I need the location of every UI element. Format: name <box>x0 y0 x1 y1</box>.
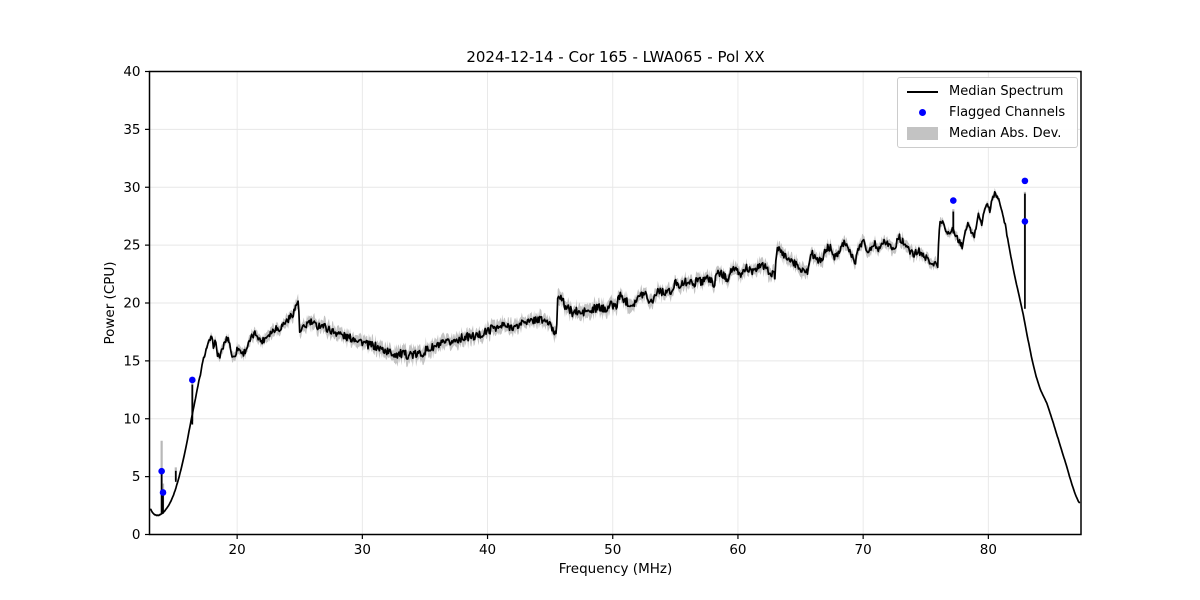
y-tick-label: 30 <box>123 180 140 196</box>
mad-band <box>150 187 1080 517</box>
mad-band-swatch <box>907 127 938 140</box>
grid <box>149 71 1081 535</box>
x-tick-label: 30 <box>354 542 371 558</box>
chart-title: 2024-12-14 - Cor 165 - LWA065 - Pol XX <box>466 48 765 66</box>
flagged-channel-dot <box>1021 218 1029 225</box>
flagged-channel-dot <box>949 197 957 204</box>
mad-band-fill <box>150 187 1080 517</box>
legend: Median Spectrum Flagged Channels Median … <box>897 77 1078 148</box>
x-tick-label: 70 <box>855 542 872 558</box>
y-tick-label: 5 <box>132 469 141 485</box>
flagged-dot-swatch <box>919 109 926 116</box>
legend-item-median-spectrum: Median Spectrum <box>907 81 1069 102</box>
flagged-channel-dot <box>189 376 196 384</box>
y-tick-label: 20 <box>123 296 140 312</box>
y-axis-label: Power (CPU) <box>102 261 118 345</box>
y-tick-label: 15 <box>123 353 140 369</box>
legend-label-median-spectrum: Median Spectrum <box>949 84 1064 99</box>
median-spectrum-line <box>149 190 1081 517</box>
y-tick-label: 10 <box>123 411 140 427</box>
flagged-channel-dot <box>159 489 167 496</box>
legend-handle <box>907 90 938 93</box>
legend-handle <box>907 127 938 140</box>
x-axis-label: Frequency (MHz) <box>558 561 673 577</box>
flagged-channel-dot <box>1021 177 1029 185</box>
median-line-swatch <box>907 90 938 93</box>
legend-item-flagged-channels: Flagged Channels <box>907 102 1069 123</box>
flagged-channels <box>158 177 1029 496</box>
x-tick-label: 60 <box>729 542 746 558</box>
x-tick-label: 80 <box>980 542 997 558</box>
y-tick-label: 0 <box>132 527 141 543</box>
flagged-channel-dot <box>158 467 165 475</box>
y-ticks: 0 5 10 15 20 25 30 35 40 <box>123 64 150 543</box>
x-ticks: 20 30 40 50 60 70 80 <box>229 534 997 558</box>
legend-item-mad: Median Abs. Dev. <box>907 123 1069 144</box>
legend-label-flagged-channels: Flagged Channels <box>949 105 1066 120</box>
median-spectrum <box>149 190 1081 517</box>
y-tick-label: 25 <box>123 238 140 254</box>
y-tick-label: 35 <box>123 122 140 138</box>
x-tick-label: 20 <box>229 542 246 558</box>
x-tick-label: 50 <box>604 542 621 558</box>
y-tick-label: 40 <box>123 64 140 80</box>
x-tick-label: 40 <box>479 542 496 558</box>
flagged-spikes <box>160 193 1026 514</box>
legend-handle <box>907 109 938 116</box>
legend-label-mad: Median Abs. Dev. <box>949 126 1062 141</box>
flagged-error-bars <box>160 191 1027 514</box>
